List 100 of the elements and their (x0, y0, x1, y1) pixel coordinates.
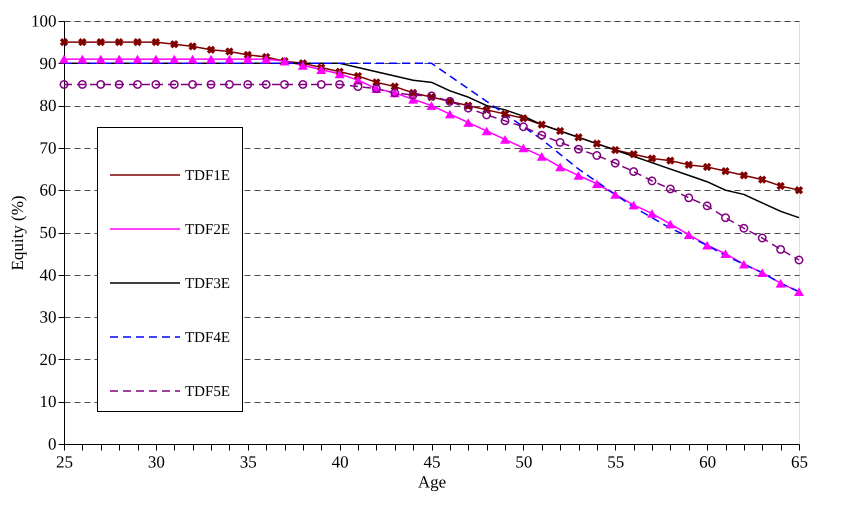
point (280, 80, 289, 89)
point (133, 80, 142, 89)
point (114, 38, 124, 46)
point (684, 193, 694, 202)
point (648, 176, 656, 186)
y-tick-label: 50 (40, 223, 56, 242)
point (776, 278, 786, 288)
point (500, 116, 510, 126)
point (629, 150, 638, 158)
point (316, 80, 326, 89)
point (96, 38, 105, 46)
point (592, 140, 602, 148)
point (720, 249, 730, 258)
point (665, 220, 676, 228)
point (60, 80, 68, 89)
point (758, 234, 767, 242)
point (758, 175, 766, 184)
point (188, 42, 197, 51)
point (794, 287, 804, 296)
point (610, 190, 620, 199)
point (536, 152, 547, 161)
point (556, 138, 565, 147)
point (629, 167, 638, 176)
point (133, 38, 142, 46)
legend-label: TDF4E (185, 330, 230, 346)
point (188, 54, 198, 64)
point (96, 80, 106, 89)
y-tick-label: 40 (40, 265, 56, 284)
x-tick-label: 25 (56, 452, 73, 472)
point (170, 40, 178, 48)
point (556, 126, 564, 136)
point (611, 146, 620, 154)
point (739, 224, 748, 233)
point (464, 104, 473, 113)
y-axis-title: Equity (%) (8, 195, 27, 271)
legend-label: TDF2E (185, 222, 230, 238)
point (574, 133, 583, 142)
point (188, 80, 198, 89)
point (224, 80, 234, 89)
point (243, 80, 252, 89)
x-axis-title: Age (418, 472, 446, 492)
point (262, 80, 271, 89)
point (78, 38, 87, 46)
point (150, 54, 161, 64)
point (628, 200, 639, 210)
point (482, 126, 492, 136)
point (537, 130, 546, 140)
point (335, 80, 344, 89)
point (426, 101, 436, 110)
point (224, 54, 234, 64)
point (444, 110, 455, 118)
point (794, 256, 804, 264)
point (518, 122, 528, 132)
y-tick-label: 90 (40, 54, 56, 73)
y-tick-label: 10 (40, 392, 56, 412)
point (648, 154, 656, 163)
y-tick-label: 0 (48, 434, 56, 454)
point (482, 110, 492, 120)
point (702, 201, 712, 210)
x-tick-label: 30 (148, 452, 165, 472)
legend-label: TDF5E (185, 384, 230, 400)
x-tick-label: 40 (332, 452, 349, 472)
point (721, 213, 730, 222)
x-tick-label: 50 (515, 452, 532, 472)
point (96, 54, 106, 64)
point (574, 144, 583, 154)
legend-label: TDF3E (185, 276, 230, 292)
point (152, 38, 160, 46)
point (738, 260, 749, 269)
point (776, 182, 785, 190)
point (702, 162, 712, 172)
point (610, 158, 620, 168)
point (776, 244, 786, 254)
point (169, 54, 180, 64)
y-tick-label: 60 (40, 180, 56, 200)
point (518, 144, 528, 152)
point (77, 54, 88, 64)
x-tick-label: 35 (240, 452, 257, 472)
point (78, 80, 87, 89)
x-tick-label: 65 (791, 452, 808, 472)
point (334, 70, 345, 78)
point (538, 120, 546, 129)
point (702, 240, 712, 250)
point (740, 171, 748, 180)
x-tick-label: 45 (424, 452, 440, 472)
y-tick-label: 30 (40, 308, 56, 327)
x-tick-label: 60 (699, 452, 716, 472)
point (555, 162, 566, 172)
point (721, 167, 730, 176)
point (206, 54, 216, 64)
point (225, 47, 234, 56)
point (354, 82, 362, 92)
point (519, 114, 528, 122)
point (666, 156, 675, 165)
x-tick-label: 55 (607, 452, 624, 472)
point (132, 54, 142, 64)
y-tick-label: 70 (40, 138, 56, 158)
point (666, 184, 675, 194)
point (242, 54, 253, 64)
point (298, 61, 308, 70)
